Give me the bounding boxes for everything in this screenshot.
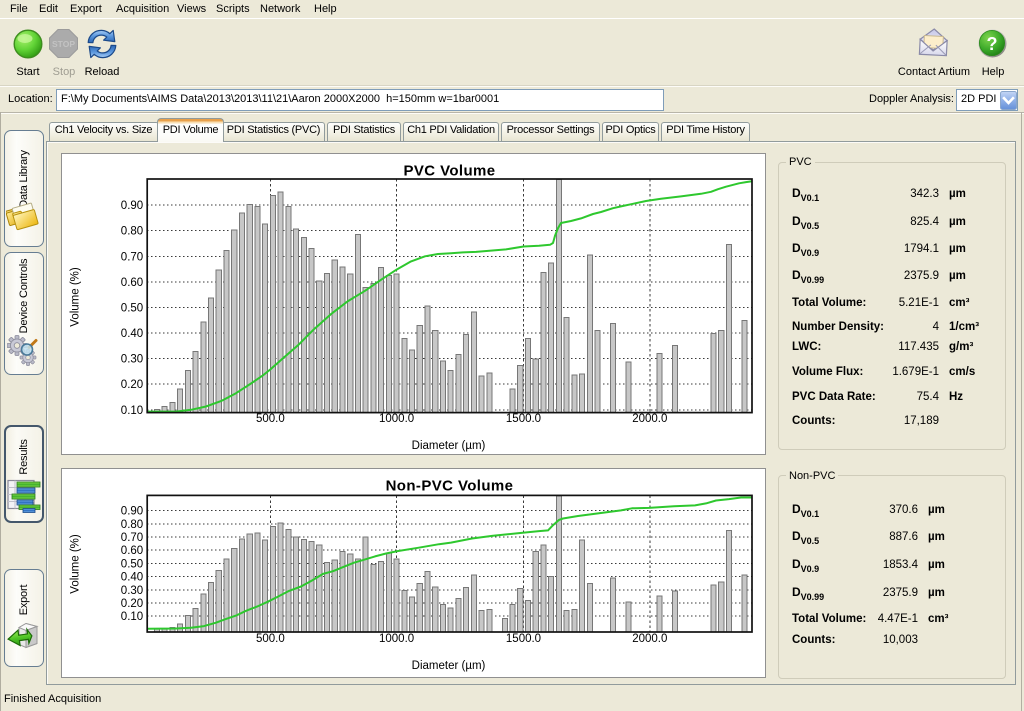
svg-text:1000.0: 1000.0 (379, 413, 414, 425)
svg-text:0.10: 0.10 (121, 611, 143, 623)
svg-text:0.70: 0.70 (121, 251, 143, 263)
svg-text:PVC Volume: PVC Volume (403, 163, 495, 180)
svg-text:0.40: 0.40 (121, 328, 143, 340)
svg-text:0.10: 0.10 (121, 405, 143, 417)
svg-text:0.20: 0.20 (121, 379, 143, 391)
svg-text:Volume (%): Volume (%) (70, 534, 82, 594)
svg-text:Diameter (µm): Diameter (µm) (412, 440, 486, 452)
svg-text:2000.0: 2000.0 (632, 413, 667, 425)
svg-text:0.40: 0.40 (121, 572, 143, 584)
svg-text:0.60: 0.60 (121, 545, 143, 557)
svg-text:0.90: 0.90 (121, 506, 143, 518)
svg-text:0.70: 0.70 (121, 532, 143, 544)
svg-text:500.0: 500.0 (256, 413, 285, 425)
svg-text:0.90: 0.90 (121, 200, 143, 212)
svg-text:?: ? (987, 34, 998, 54)
svg-text:500.0: 500.0 (256, 633, 285, 645)
svg-text:0.80: 0.80 (121, 519, 143, 531)
svg-text:STOP: STOP (52, 39, 75, 49)
svg-text:Non-PVC Volume: Non-PVC Volume (386, 478, 514, 495)
svg-text:0.30: 0.30 (121, 585, 143, 597)
svg-text:0.30: 0.30 (121, 354, 143, 366)
svg-text:0.60: 0.60 (121, 277, 143, 289)
svg-text:1500.0: 1500.0 (506, 413, 541, 425)
svg-text:1500.0: 1500.0 (506, 633, 541, 645)
svg-text:Volume (%): Volume (%) (70, 267, 82, 327)
svg-text:2000.0: 2000.0 (632, 633, 667, 645)
svg-text:0.20: 0.20 (121, 598, 143, 610)
svg-text:0.50: 0.50 (121, 302, 143, 314)
svg-text:1000.0: 1000.0 (379, 633, 414, 645)
svg-text:0.80: 0.80 (121, 226, 143, 238)
svg-text:Diameter (µm): Diameter (µm) (412, 660, 486, 672)
svg-text:0.50: 0.50 (121, 558, 143, 570)
